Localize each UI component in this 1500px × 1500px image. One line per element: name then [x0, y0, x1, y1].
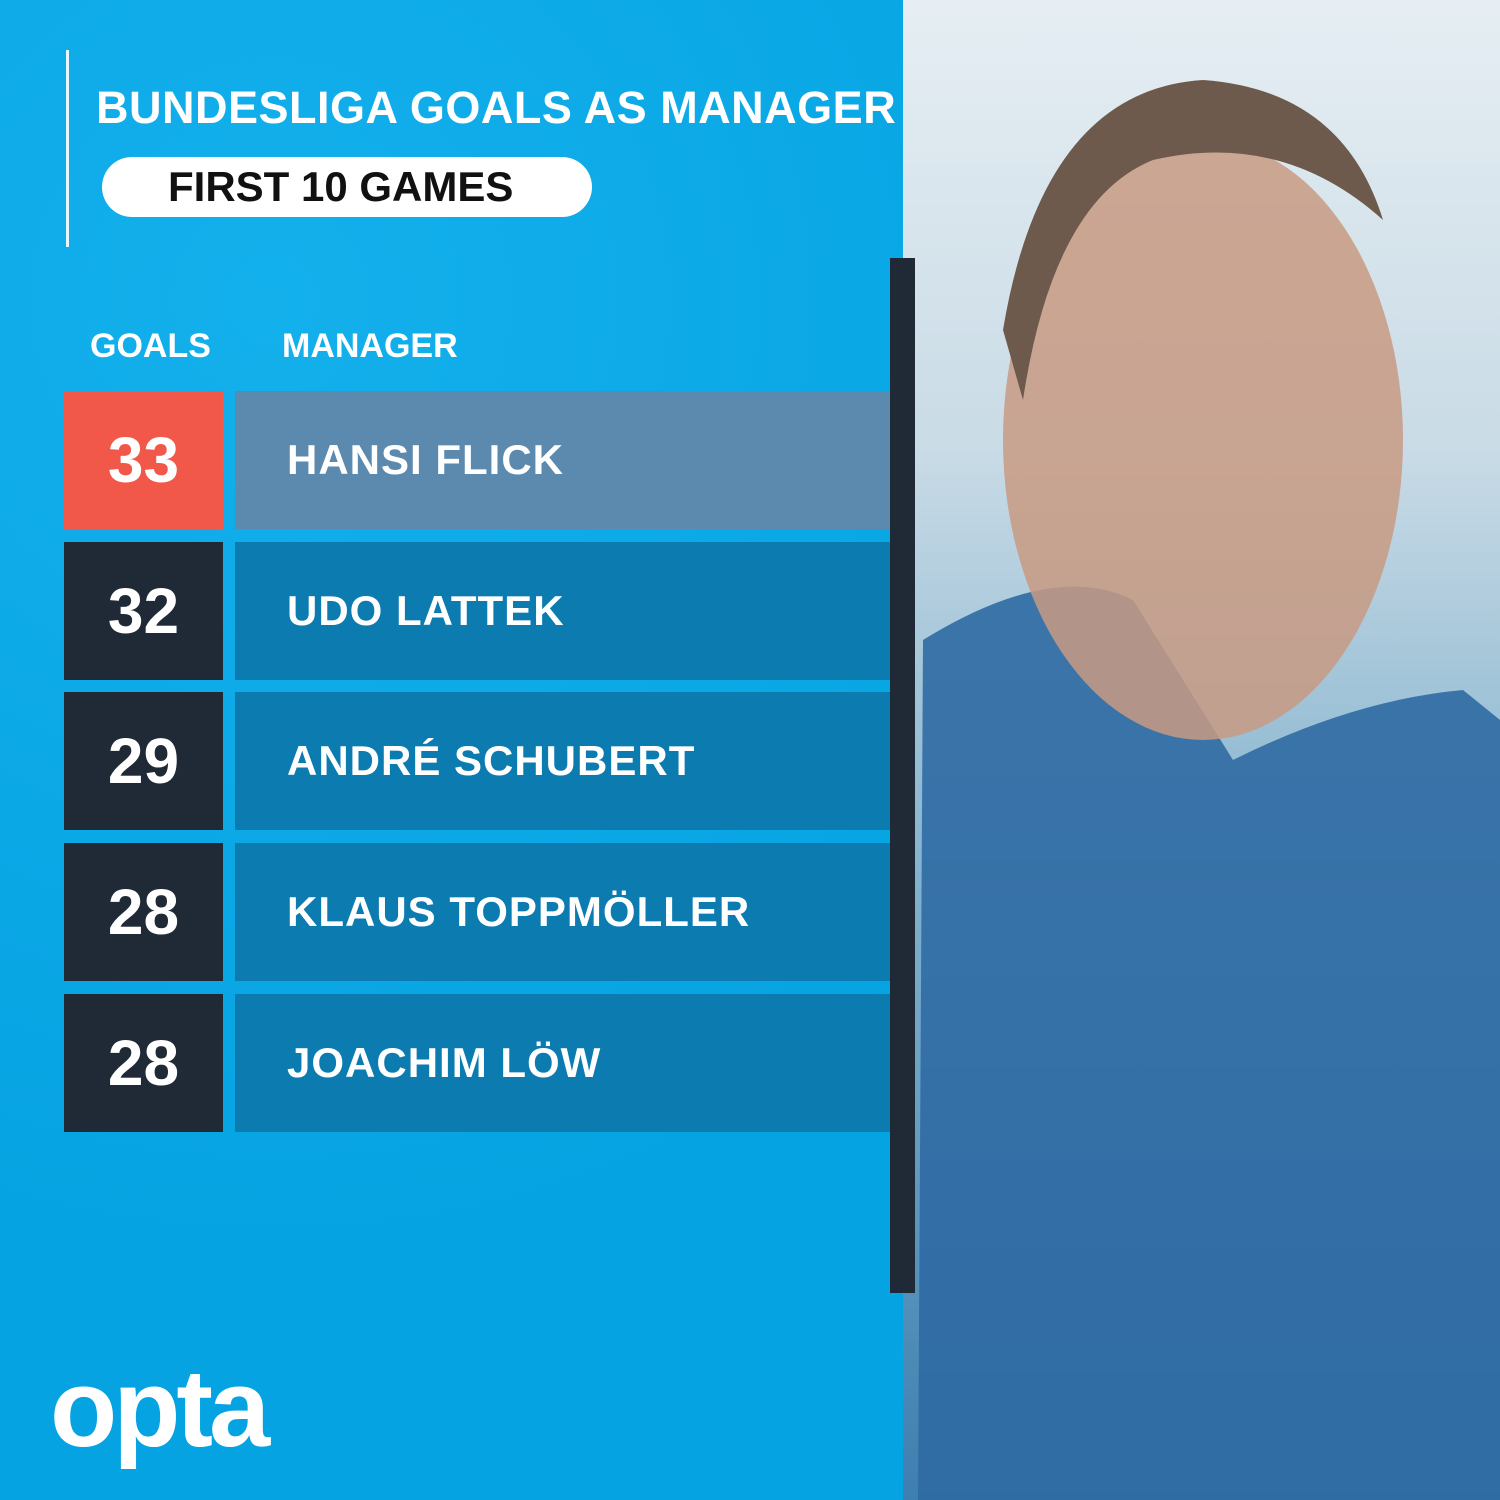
- manager-photo: [903, 0, 1500, 1500]
- head-shape: [1003, 140, 1403, 740]
- table-row: 33 HANSI FLICK: [64, 391, 890, 529]
- subtitle-pill: FIRST 10 GAMES: [102, 157, 592, 217]
- opta-logo: opta: [50, 1347, 270, 1470]
- goals-value: 32: [64, 541, 223, 680]
- jacket-shape: [918, 586, 1500, 1500]
- column-header-manager: MANAGER: [282, 327, 458, 365]
- table-row: 29 ANDRÉ SCHUBERT: [64, 692, 890, 831]
- manager-name: KLAUS TOPPMÖLLER: [235, 843, 890, 982]
- table-row: 28 JOACHIM LÖW: [64, 993, 890, 1132]
- manager-name: ANDRÉ SCHUBERT: [235, 692, 890, 831]
- chart-title: BUNDESLIGA GOALS AS MANAGER: [96, 82, 897, 133]
- hair-shape: [1003, 80, 1383, 400]
- manager-name: UDO LATTEK: [235, 541, 890, 680]
- table-row: 28 KLAUS TOPPMÖLLER: [64, 843, 890, 982]
- chart-subtitle: FIRST 10 GAMES: [168, 163, 514, 210]
- goals-value: 28: [64, 993, 223, 1132]
- goals-value: 29: [64, 692, 223, 831]
- title-divider: [66, 50, 69, 247]
- manager-name: HANSI FLICK: [235, 391, 890, 529]
- column-header-goals: GOALS: [90, 327, 211, 365]
- divider-bar: [890, 258, 915, 1293]
- manager-name: JOACHIM LÖW: [235, 993, 890, 1132]
- goals-value: 33: [64, 391, 223, 529]
- table-row: 32 UDO LATTEK: [64, 541, 890, 680]
- goals-value: 28: [64, 843, 223, 982]
